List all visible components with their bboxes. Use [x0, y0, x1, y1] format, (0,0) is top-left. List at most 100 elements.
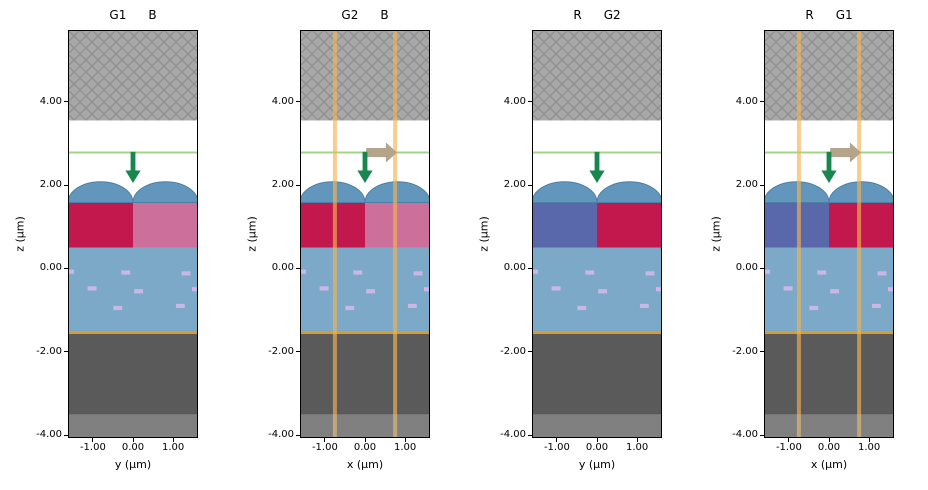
silicon-region [300, 247, 430, 332]
implant-marker [121, 270, 131, 275]
implant-marker [645, 271, 655, 276]
implant-marker [577, 305, 587, 311]
pixel-cross-section [532, 30, 662, 438]
lateral-shift-arrow [830, 142, 862, 163]
incident-light-arrow [589, 151, 605, 183]
x-tick-label: -1.00 [79, 442, 106, 453]
implant-marker [191, 287, 198, 292]
x-tick-label: 0.00 [121, 442, 145, 453]
x-tick-label: -1.00 [543, 442, 570, 453]
microlens [68, 181, 134, 204]
z-tick-mark [64, 184, 68, 186]
z-tick-mark [296, 267, 300, 269]
z-tick-mark [760, 101, 764, 103]
z-tick-label: 0.00 [503, 262, 526, 274]
panel-r-g1: R G1 z (µm) x (µm) 4.00 2.00 0.00 -2.00 -4.0… [696, 0, 928, 490]
z-tick-label: 4.00 [39, 95, 62, 107]
x-tick-mark [556, 438, 558, 442]
color-filter-left [300, 202, 365, 248]
z-tick-label: -4.00 [732, 429, 758, 441]
panel-r-g2: R G2 z (µm) y (µm) 4.00 2.00 0.00 -2.00 -4.0… [464, 0, 696, 490]
bottom-overlay-region [68, 414, 198, 438]
x-axis-label: x (µm) [346, 458, 384, 471]
plot-area [68, 30, 198, 438]
panel-title-right: G2 [603, 8, 621, 22]
implant-marker [423, 287, 430, 292]
z-tick-label: 4.00 [735, 95, 758, 107]
z-axis-label: z (µm) [477, 216, 491, 252]
panel-title: G1 B [68, 7, 198, 23]
plot-area [532, 30, 662, 438]
implant-marker [809, 305, 819, 311]
hatched-cap-region [764, 30, 894, 121]
implant-marker [830, 289, 840, 294]
bottom-overlay-region [764, 414, 894, 438]
x-axis-label: x (µm) [810, 458, 848, 471]
x-tick-label: 1.00 [393, 442, 417, 453]
implant-marker [319, 286, 329, 291]
hatched-cap-region [532, 30, 662, 121]
panel-title-right: G1 [835, 8, 853, 22]
z-tick-label: 2.00 [735, 179, 758, 191]
x-tick-mark [868, 438, 870, 442]
substrate-region [764, 333, 894, 438]
color-filter-right [597, 202, 662, 248]
implant-marker [113, 305, 123, 311]
bottom-overlay-region [532, 414, 662, 438]
z-tick-label: -2.00 [500, 345, 526, 357]
color-filter-right [365, 202, 430, 248]
substrate-region [532, 333, 662, 438]
panel-title-left: G2 [341, 8, 359, 22]
z-tick-label: 0.00 [271, 262, 294, 274]
implant-marker [181, 271, 191, 276]
z-tick-label: -2.00 [268, 345, 294, 357]
z-tick-label: 4.00 [503, 95, 526, 107]
x-tick-mark [596, 438, 598, 442]
x-tick-mark [404, 438, 406, 442]
x-axis-label: y (µm) [114, 458, 152, 471]
x-tick-label: -1.00 [775, 442, 802, 453]
color-filter-right [829, 202, 894, 248]
color-filter-left [68, 202, 133, 248]
implant-marker [887, 287, 894, 292]
z-tick-label: 4.00 [271, 95, 294, 107]
implant-marker [532, 269, 539, 274]
z-tick-mark [64, 434, 68, 436]
plot-border [764, 30, 894, 438]
implant-marker [551, 286, 561, 291]
implant-marker [87, 286, 97, 291]
implant-marker [353, 270, 363, 275]
z-tick-mark [64, 351, 68, 353]
z-tick-mark [296, 101, 300, 103]
implant-marker [68, 269, 75, 274]
x-tick-mark [324, 438, 326, 442]
x-tick-label: 1.00 [857, 442, 881, 453]
panel-title-left: R [573, 8, 582, 22]
x-axis-label: y (µm) [578, 458, 616, 471]
lateral-shift-arrow [366, 142, 398, 163]
z-tick-mark [528, 101, 532, 103]
plot-area [764, 30, 894, 438]
microlens [532, 181, 598, 204]
pixel-cross-section [300, 30, 430, 438]
z-tick-label: 2.00 [271, 179, 294, 191]
x-tick-mark [788, 438, 790, 442]
implant-marker [585, 270, 595, 275]
implant-marker [817, 270, 827, 275]
plot-area [300, 30, 430, 438]
z-tick-label: -2.00 [732, 345, 758, 357]
color-filter-left [764, 202, 829, 248]
panel-title: R G1 [764, 7, 894, 23]
implant-marker [764, 269, 771, 274]
z-tick-mark [528, 267, 532, 269]
implant-marker [783, 286, 793, 291]
z-tick-label: 2.00 [39, 179, 62, 191]
z-tick-label: -4.00 [268, 429, 294, 441]
silicon-region [764, 247, 894, 332]
microlens [596, 181, 662, 204]
z-tick-label: -4.00 [36, 429, 62, 441]
x-tick-mark [92, 438, 94, 442]
substrate-region [68, 333, 198, 438]
z-axis-label: z (µm) [245, 216, 259, 252]
